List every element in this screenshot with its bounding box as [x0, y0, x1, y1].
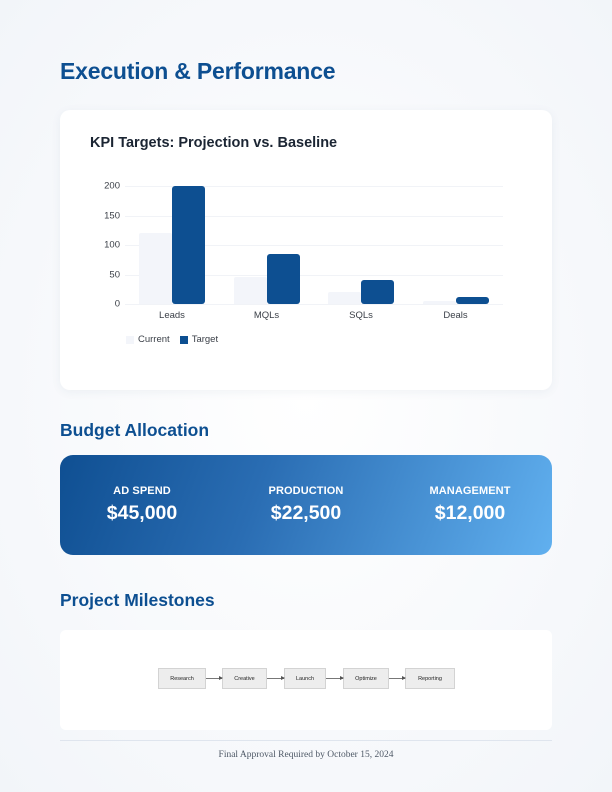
- bar-current-mqls[interactable]: [233, 277, 267, 304]
- budget-item-ad-spend: AD SPEND $45,000: [60, 485, 224, 525]
- milestone-step-reporting: Reporting: [405, 668, 455, 689]
- budget-card: AD SPEND $45,000 PRODUCTION $22,500 MANA…: [60, 455, 552, 555]
- x-tick: MQLs: [253, 310, 280, 321]
- legend-label: Target: [191, 334, 219, 345]
- gridline: [125, 215, 503, 217]
- budget-label: PRODUCTION: [268, 485, 344, 497]
- chart-legend: Current Target: [126, 334, 228, 345]
- milestone-step-launch: Launch: [284, 668, 326, 689]
- budget-item-production: PRODUCTION $22,500: [224, 485, 388, 525]
- footer-note: Final Approval Required by October 15, 2…: [218, 750, 394, 760]
- milestones-section-title: Project Milestones: [60, 590, 215, 610]
- chart-title: KPI Targets: Projection vs. Baseline: [90, 135, 338, 151]
- y-tick: 200: [104, 180, 120, 192]
- gridline: [125, 245, 503, 246]
- legend-swatch-current: [126, 335, 134, 344]
- y-tick: 150: [104, 210, 120, 221]
- budget-value: $12,000: [434, 502, 506, 524]
- arrow-icon: [267, 676, 285, 680]
- bar-current-deals[interactable]: [422, 301, 456, 304]
- arrow-icon: [206, 676, 223, 680]
- y-tick: 100: [104, 239, 120, 251]
- gridline: [125, 304, 503, 305]
- bar-target-sqls[interactable]: [361, 280, 394, 304]
- milestone-step-research: Research: [158, 668, 206, 689]
- legend-item-current[interactable]: Current: [126, 334, 170, 345]
- footer-divider: [60, 740, 552, 741]
- page-title: Execution & Performance: [60, 58, 336, 84]
- y-tick: 0: [114, 298, 120, 310]
- kpi-chart-card: KPI Targets: Projection vs. Baseline 200…: [60, 110, 552, 390]
- bar-current-sqls[interactable]: [328, 292, 361, 304]
- milestone-step-creative: Creative: [222, 668, 267, 689]
- budget-section-title: Budget Allocation: [60, 420, 210, 440]
- legend-swatch-target: [179, 335, 188, 344]
- x-tick: Leads: [159, 310, 185, 321]
- budget-value: $22,500: [270, 502, 342, 524]
- budget-label: AD SPEND: [113, 485, 171, 497]
- x-tick: SQLs: [349, 310, 373, 321]
- legend-label: Current: [138, 334, 170, 345]
- budget-label: MANAGEMENT: [429, 485, 511, 497]
- gridline: [125, 274, 503, 276]
- x-tick: Deals: [443, 310, 468, 321]
- milestone-step-optimize: Optimize: [343, 668, 389, 689]
- arrow-icon: [326, 676, 344, 680]
- budget-value: $45,000: [106, 502, 178, 524]
- bar-target-deals[interactable]: [455, 296, 489, 304]
- legend-item-target[interactable]: Target: [179, 334, 219, 345]
- milestones-card: Research Creative Launch Optimize Report…: [60, 630, 552, 730]
- bar-current-leads[interactable]: [139, 233, 172, 304]
- plot-area: [125, 186, 503, 305]
- bar-target-leads[interactable]: [172, 186, 205, 304]
- arrow-icon: [389, 676, 406, 680]
- y-tick: 50: [109, 269, 120, 280]
- gridline: [125, 186, 503, 187]
- budget-item-management: MANAGEMENT $12,000: [388, 485, 552, 525]
- bar-target-mqls[interactable]: [266, 253, 300, 304]
- milestone-flowchart: Research Creative Launch Optimize Report…: [158, 668, 455, 689]
